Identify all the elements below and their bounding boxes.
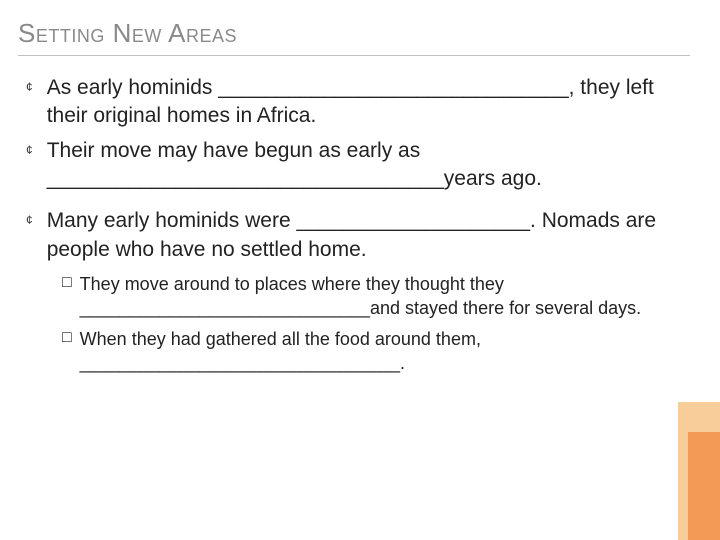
checkbox-icon: □ bbox=[62, 329, 72, 347]
sub-item: □ When they had gathered all the food ar… bbox=[62, 327, 670, 376]
bullet-text: Many early hominids were _______________… bbox=[47, 207, 670, 264]
bullet-marker-icon: ¢ bbox=[26, 213, 33, 227]
slide-title: Setting New Areas bbox=[18, 18, 690, 56]
corner-accent bbox=[678, 402, 720, 540]
bullet-item: ¢ Many early hominids were _____________… bbox=[26, 207, 670, 264]
bullet-text: Their move may have begun as early as __… bbox=[47, 137, 670, 194]
bullet-marker-icon: ¢ bbox=[26, 80, 33, 94]
bullet-marker-icon: ¢ bbox=[26, 143, 33, 157]
bullet-text: As early hominids ______________________… bbox=[47, 74, 670, 131]
content-area: ¢ As early hominids ____________________… bbox=[18, 74, 690, 375]
sub-text: They move around to places where they th… bbox=[80, 272, 670, 321]
checkbox-icon: □ bbox=[62, 274, 72, 292]
bullet-item: ¢ Their move may have begun as early as … bbox=[26, 137, 670, 194]
bullet-item: ¢ As early hominids ____________________… bbox=[26, 74, 670, 131]
accent-front-shape bbox=[688, 432, 720, 540]
sub-list: □ They move around to places where they … bbox=[26, 272, 670, 375]
sub-text: When they had gathered all the food arou… bbox=[80, 327, 670, 376]
slide-container: Setting New Areas ¢ As early hominids __… bbox=[0, 0, 720, 540]
sub-item: □ They move around to places where they … bbox=[62, 272, 670, 321]
